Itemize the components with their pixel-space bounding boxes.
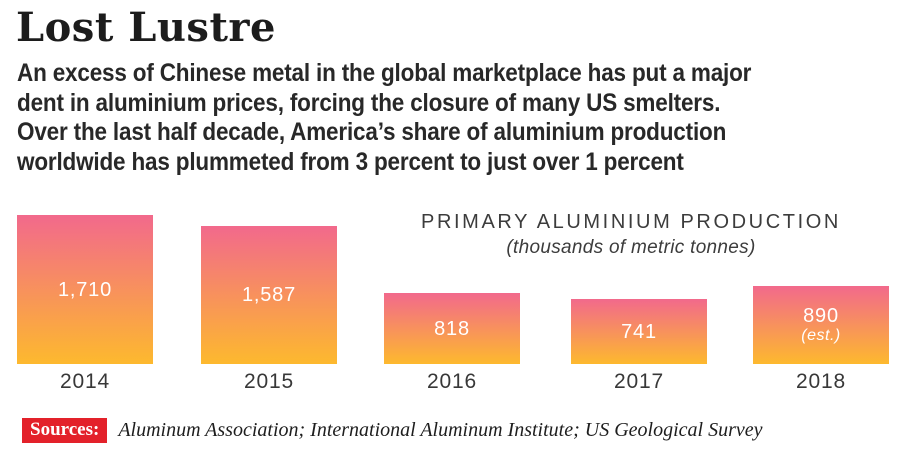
description-line: An excess of Chinese metal in the global… <box>17 59 752 87</box>
bar-2017: 741 <box>571 299 707 364</box>
bar-value-label: 1,587 <box>241 284 297 306</box>
x-axis-label-2018: 2018 <box>796 370 846 393</box>
bar-2014: 1,710 <box>17 215 153 364</box>
chart-title: PRIMARY ALUMINIUM PRODUCTION <box>421 211 841 233</box>
bar-value-label: 890 <box>803 305 839 327</box>
bar-note-label: (est.) <box>801 327 841 344</box>
x-axis-label-2014: 2014 <box>60 370 110 393</box>
sources: Sources: Aluminum Association; Internati… <box>22 418 763 443</box>
page-title: Lost Lustre <box>16 4 276 51</box>
bar-value-label: 1,710 <box>57 278 113 301</box>
sources-text: Aluminum Association; International Alum… <box>118 419 763 441</box>
bar-2016: 818 <box>384 293 520 364</box>
description-line: dent in aluminium prices, forcing the cl… <box>17 88 721 117</box>
description-line: worldwide has plummeted from 3 percent t… <box>17 147 684 176</box>
x-axis-label-2015: 2015 <box>244 370 294 393</box>
x-axis-label-2017: 2017 <box>614 370 664 393</box>
bar-value-label: 818 <box>434 317 470 340</box>
chart-title-block: PRIMARY ALUMINIUM PRODUCTION (thousands … <box>380 211 882 259</box>
description: An excess of Chinese metal in the global… <box>17 59 833 177</box>
sources-label: Sources: <box>22 418 108 443</box>
bar-2015: 1,587 <box>201 226 337 364</box>
x-axis-label-2016: 2016 <box>427 370 477 393</box>
bar-value-label: 741 <box>621 320 657 343</box>
bar-2018: 890 (est.) <box>753 286 889 364</box>
description-line: Over the last half decade, America’s sha… <box>17 118 727 146</box>
chart-subtitle: (thousands of metric tonnes) <box>506 237 756 258</box>
